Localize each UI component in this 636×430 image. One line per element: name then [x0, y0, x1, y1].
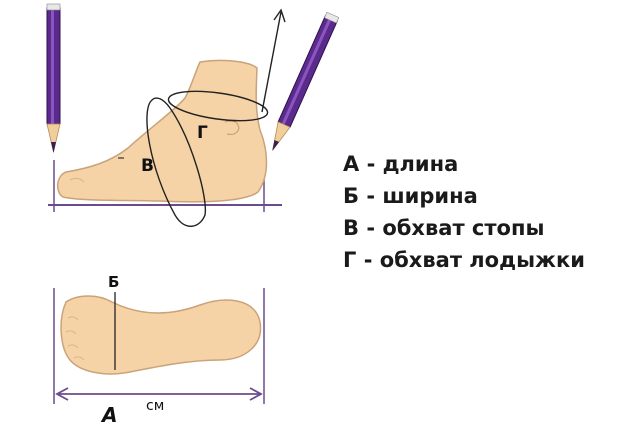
foot-side-view: Г В	[46, 3, 340, 227]
length-label-a: А	[100, 403, 117, 427]
length-arrow-line	[261, 11, 282, 113]
ankle-girth-loop	[167, 90, 269, 122]
foot-girth-loop	[146, 97, 207, 227]
measurement-legend: А - длина Б - ширина В - обхват стопы Г …	[343, 148, 585, 276]
footprint-shape	[60, 295, 262, 375]
width-label-b: Б	[108, 273, 119, 291]
unit-label: см	[146, 398, 164, 414]
foot-side-shape	[57, 59, 268, 203]
toe-marks	[65, 316, 85, 361]
pencil-icon	[46, 3, 61, 153]
legend-item-width: Б - ширина	[343, 184, 478, 208]
arrow-right-icon	[249, 387, 263, 401]
foot-top-view: Б см А	[53, 273, 265, 427]
girth-label-v: В	[141, 156, 154, 176]
girth-label-g: Г	[197, 123, 208, 143]
toe-crease	[69, 177, 85, 183]
legend-item-foot-girth: В - обхват стопы	[343, 216, 545, 240]
legend-item-length: А - длина	[343, 152, 459, 176]
pencil-icon	[272, 11, 340, 152]
arrow-left-icon	[55, 387, 69, 401]
arrow-head-icon	[273, 8, 286, 23]
legend-item-ankle-girth: Г - обхват лодыжки	[343, 248, 585, 272]
